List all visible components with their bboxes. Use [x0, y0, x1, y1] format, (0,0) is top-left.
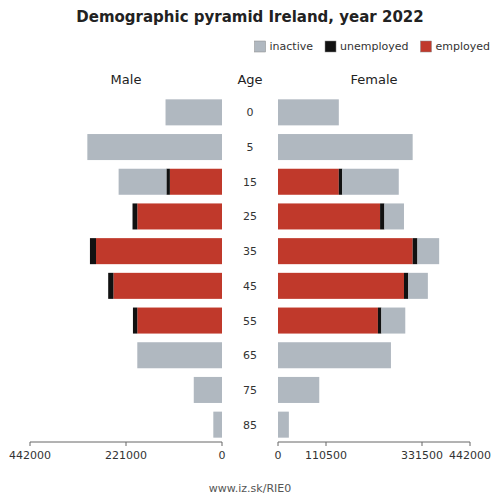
bar — [384, 203, 404, 229]
bar — [133, 308, 137, 334]
bar — [194, 377, 222, 403]
bars — [87, 99, 222, 437]
tick — [470, 442, 471, 446]
bar — [137, 342, 222, 368]
tick — [222, 442, 223, 446]
bar — [132, 308, 133, 334]
tick — [422, 442, 423, 446]
bar — [96, 238, 222, 264]
bar — [166, 99, 222, 125]
panel-title: Female — [350, 72, 397, 87]
bar — [137, 308, 222, 334]
bar — [278, 342, 391, 368]
tick-label: 221000 — [105, 449, 147, 462]
bar — [108, 273, 113, 299]
category-label: 15 — [243, 176, 257, 189]
axis-line — [278, 442, 470, 443]
panel: Male 0 5 15 25 35 45 55 65 75 85 0 221000 442000 — [9, 72, 257, 462]
category-label: 5 — [247, 141, 254, 154]
bar — [278, 134, 413, 160]
bar — [137, 203, 222, 229]
tick-label: 442000 — [9, 449, 51, 462]
bar — [278, 238, 413, 264]
tick-label: 110500 — [305, 449, 347, 462]
legend-label: employed — [435, 40, 490, 53]
tick-label: 442000 — [449, 449, 491, 462]
category-label: 35 — [243, 245, 257, 258]
bar — [381, 308, 405, 334]
bar — [213, 412, 222, 438]
bar — [278, 377, 319, 403]
tick — [126, 442, 127, 446]
bar — [133, 203, 138, 229]
category-label: 65 — [243, 349, 257, 362]
bars — [278, 99, 439, 437]
bar — [113, 273, 222, 299]
category-label: 45 — [243, 280, 257, 293]
bar — [170, 169, 222, 195]
bar — [380, 203, 384, 229]
bar — [278, 412, 289, 438]
axis-label: Age — [237, 72, 262, 87]
tick-label: 331500 — [401, 449, 443, 462]
tick — [30, 442, 31, 446]
bar — [278, 308, 378, 334]
legend-swatch — [325, 41, 336, 52]
bar — [404, 273, 408, 299]
bar — [417, 238, 439, 264]
tick — [326, 442, 327, 446]
tick-label: 0 — [275, 449, 282, 462]
bar — [278, 273, 404, 299]
legend-swatch — [420, 41, 431, 52]
chart: Demographic pyramid Ireland, year 2022 Ag… — [0, 0, 500, 500]
bar — [413, 238, 418, 264]
category-label: 55 — [243, 315, 257, 328]
legend-label: unemployed — [340, 40, 408, 53]
tick — [278, 442, 279, 446]
tick-label: 0 — [219, 449, 226, 462]
legend: inactive unemployed employed — [255, 40, 490, 53]
panel-title: Male — [111, 72, 142, 87]
bar — [378, 308, 381, 334]
category-label: 0 — [247, 106, 254, 119]
bar — [108, 273, 109, 299]
bar — [90, 238, 96, 264]
category-label: 85 — [243, 419, 257, 432]
bar — [278, 169, 339, 195]
bar — [339, 169, 342, 195]
annotation: www.iz.sk/RIE0 — [209, 482, 291, 495]
bar — [166, 169, 169, 195]
bar — [132, 203, 133, 229]
title: Demographic pyramid Ireland, year 2022 — [76, 8, 423, 26]
legend-label: inactive — [270, 40, 314, 53]
bar — [89, 238, 90, 264]
bar — [119, 169, 167, 195]
bar — [87, 134, 222, 160]
bar — [342, 169, 398, 195]
category-label: 25 — [243, 210, 257, 223]
bar — [278, 203, 380, 229]
category-label: 75 — [243, 384, 257, 397]
bar — [408, 273, 428, 299]
legend-swatch — [255, 41, 266, 52]
panel: Female 0 110500 331500 442000 — [275, 72, 492, 462]
bar — [278, 99, 339, 125]
